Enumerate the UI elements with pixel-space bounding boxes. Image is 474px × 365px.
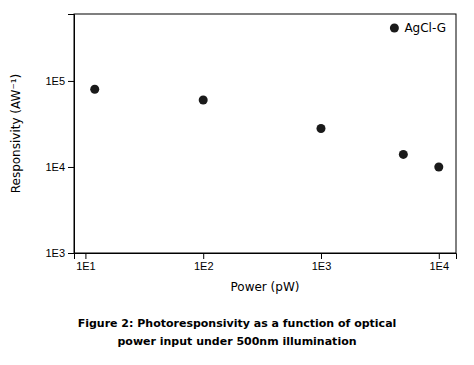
x-axis-tick-label: 1E2 [194, 260, 214, 272]
x-axis-tick: 1E1 [76, 253, 96, 272]
y-axis: 1E3 1E4 1E5 [45, 15, 74, 260]
x-axis-tick: 1E3 [312, 253, 332, 272]
point [316, 124, 325, 133]
plot-frame [74, 14, 456, 253]
point [199, 96, 208, 105]
legend-label: AgCl-G [404, 21, 446, 35]
legend: AgCl-G [390, 21, 446, 35]
x-axis-tick-label: 1E4 [429, 260, 449, 272]
x-axis: 1E1 1E2 1E3 1E4 [75, 253, 457, 272]
y-axis-tick: 1E3 [45, 247, 74, 259]
x-axis-tick: 1E4 [429, 253, 449, 272]
chart: 1E1 1E2 1E3 1E4 1E3 1E4 1E5 AgCl-G Power (pW) Res… [0, 0, 474, 365]
x-axis-title: Power (pW) [231, 280, 300, 294]
x-axis-tick-mark [321, 253, 322, 259]
x-axis-tick-mark [85, 253, 86, 259]
x-axis-tick-label: 1E3 [312, 260, 332, 272]
y-axis-tick-label: 1E3 [45, 247, 65, 259]
x-axis-tick-mark [203, 253, 204, 259]
x-axis-line [75, 254, 457, 260]
y-axis-tick-label: 1E4 [45, 161, 65, 173]
legend-swatch [390, 24, 399, 33]
point [434, 162, 443, 171]
y-axis-tick: 1E5 [45, 75, 74, 87]
x-axis-tick-label: 1E1 [76, 260, 96, 272]
y-axis-tick: 1E4 [45, 161, 74, 173]
point [399, 150, 408, 159]
y-axis-title: Responsivity (AW⁻¹) [9, 74, 23, 194]
y-axis-line [68, 15, 75, 254]
title: Figure 2: Photoresponsivity as a functio… [78, 317, 397, 330]
y-axis-tick-mark [68, 81, 74, 82]
plot-area: 1E1 1E2 1E3 1E4 1E3 1E4 1E5 AgCl-G [45, 14, 456, 272]
marks [90, 85, 443, 172]
point [90, 85, 99, 94]
y-axis-tick-mark [68, 253, 74, 254]
x-axis-tick: 1E2 [194, 253, 214, 272]
y-axis-tick-mark [68, 167, 74, 168]
y-axis-tick-label: 1E5 [45, 75, 65, 87]
subtitle: power input under 500nm illumination [117, 335, 356, 348]
x-axis-tick-mark [439, 253, 440, 259]
